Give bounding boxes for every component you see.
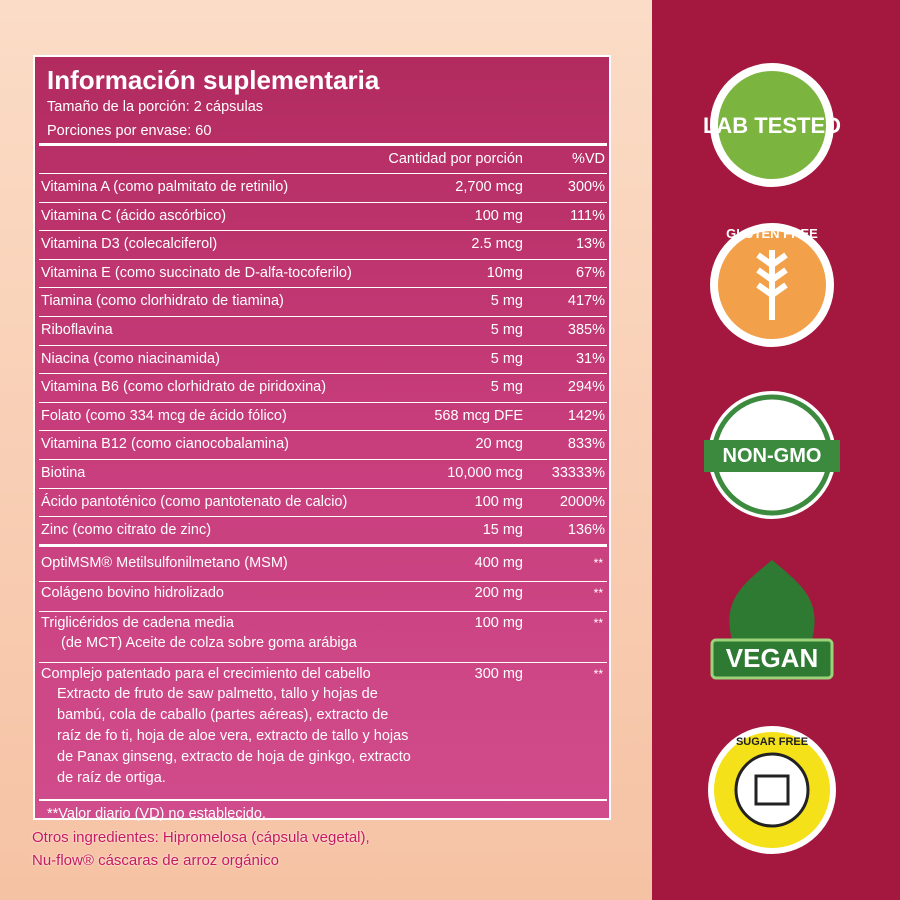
row-divider	[39, 258, 607, 260]
divider	[39, 143, 607, 146]
nutrient-name: Riboflavina	[41, 322, 113, 338]
daily-value: 300%	[567, 179, 605, 195]
title: Información suplementaria	[47, 65, 380, 95]
row-divider	[39, 459, 607, 460]
ingredient-detail: Extracto de fruto de saw palmetto, tallo…	[57, 685, 378, 702]
nutrient-name: Folato (como 334 mcg de ácido fólico)	[41, 407, 287, 424]
amount: 300 mg	[474, 665, 523, 682]
daily-value: 31%	[575, 350, 605, 367]
row-divider	[39, 580, 607, 582]
ingredient-detail: bambú, cola de caballo (partes aéreas), …	[57, 706, 389, 723]
ingredient-name: OptiMSM® Metilsulfonilmetano (MSM)	[41, 554, 288, 571]
row-divider	[39, 610, 607, 612]
ingredient-name: Complejo patentado para el crecimiento d…	[41, 665, 371, 682]
badge-label: VEGAN	[726, 643, 818, 673]
amount: 10,000 mcg	[447, 465, 523, 481]
amount: 2,700 mcg	[455, 179, 523, 195]
ingredient-detail: de raíz de ortiga.	[57, 769, 166, 786]
row-divider	[39, 173, 607, 174]
nutrient-name: Niacina (como niacinamida)	[41, 350, 220, 367]
row-divider	[39, 373, 607, 375]
gluten-badge	[710, 223, 834, 347]
nutrient-name: Biotina	[41, 465, 86, 481]
badge-label: NON-GMO	[723, 445, 822, 467]
amount: 15 mg	[482, 522, 523, 539]
daily-value: 67%	[575, 264, 605, 281]
supplement-panel: Información suplementaria Tamaño de la p…	[33, 55, 611, 822]
daily-value: 13%	[575, 236, 605, 253]
amount: 5 mg	[490, 322, 523, 338]
nutrient-name: Vitamina D3 (colecalciferol)	[41, 236, 218, 253]
ingredients-line: Nu-flow® cáscaras de arroz orgánico	[32, 852, 279, 869]
nutrient-name: Tiamina (como clorhidrato de tiamina)	[41, 293, 284, 310]
row-divider	[39, 201, 607, 203]
nutrient-name: Vitamina A (como palmitato de retinilo)	[41, 179, 289, 195]
servings: Porciones por envase: 60	[47, 123, 212, 139]
daily-value: 294%	[567, 379, 605, 396]
daily-value: 2000%	[559, 493, 605, 510]
nutrient-name: Vitamina B12 (como cianocobalamina)	[41, 436, 289, 453]
row-divider	[39, 230, 607, 232]
ingredients-line: Otros ingredientes: Hipromelosa (cápsula…	[32, 829, 370, 846]
other-ingredients: Otros ingredientes: Hipromelosa (cápsula…	[32, 826, 370, 872]
daily-value: 385%	[567, 322, 605, 338]
sugar-badge	[708, 726, 836, 854]
daily-value: 833%	[567, 436, 605, 453]
footnote: **Valor diario (VD) no establecido.	[47, 805, 266, 822]
daily-value: 142%	[567, 407, 605, 424]
badge-label: SUGAR FREE	[736, 736, 808, 748]
ingredient-name: Triglicéridos de cadena media	[41, 614, 234, 631]
nutrient-name: Vitamina C (ácido ascórbico)	[41, 207, 227, 224]
serving-size: Tamaño de la porción: 2 cápsulas	[47, 99, 264, 115]
amount: 200 mg	[474, 584, 523, 601]
daily-value: 33333%	[551, 465, 605, 481]
ingredient-detail: (de MCT) Aceite de colza sobre goma aráb…	[61, 634, 357, 651]
daily-value: 136%	[567, 522, 605, 539]
row-divider	[39, 287, 607, 289]
amount: 100 mg	[474, 493, 523, 510]
amount: 568 mcg DFE	[434, 407, 523, 424]
amount: 5 mg	[490, 350, 523, 367]
daily-value: **	[593, 666, 603, 681]
column-header: %VD	[571, 151, 605, 167]
nongmo-badge	[704, 391, 840, 519]
vegan-badge	[710, 560, 834, 680]
amount: 5 mg	[490, 293, 523, 310]
amount: 10mg	[486, 264, 523, 281]
row-divider	[39, 344, 607, 346]
amount: 100 mg	[474, 614, 523, 631]
ingredient-name: Colágeno bovino hidrolizado	[41, 584, 224, 601]
column-header: Cantidad por porción	[388, 151, 523, 167]
nutrient-name: Zinc (como citrato de zinc)	[41, 522, 212, 539]
badges: LAB TESTED GLUTEN FREE NON-GMO VEGAN SUGAR F…	[703, 63, 841, 854]
daily-value: **	[593, 615, 603, 630]
ingredient-detail: raíz de fo ti, hoja de aloe vera, extrac…	[57, 727, 409, 744]
daily-value: 111%	[570, 207, 605, 224]
row-divider	[39, 487, 607, 489]
daily-value: 417%	[567, 293, 605, 310]
daily-value: **	[593, 555, 603, 570]
row-divider	[39, 316, 607, 317]
ingredient-detail: de Panax ginseng, extracto de hoja de gi…	[57, 748, 411, 765]
amount: 5 mg	[490, 379, 523, 396]
row-divider	[39, 430, 607, 432]
nutrient-name: Vitamina E (como succinato de D-alfa-toc…	[41, 264, 352, 281]
row-divider	[39, 516, 607, 518]
amount: 400 mg	[474, 554, 523, 571]
nutrient-name: Ácido pantoténico (como pantotenato de c…	[41, 493, 348, 510]
amount: 20 mcg	[475, 436, 523, 453]
lab-badge	[710, 63, 834, 187]
amount: 2.5 mcg	[471, 236, 523, 253]
nutrient-name: Vitamina B6 (como clorhidrato de piridox…	[41, 379, 327, 396]
daily-value: **	[593, 585, 603, 600]
badge-label: LAB TESTED	[703, 113, 841, 138]
divider	[39, 798, 607, 801]
row-divider	[39, 661, 607, 663]
badge-label: GLUTEN FREE	[726, 226, 818, 241]
amount: 100 mg	[474, 207, 523, 224]
divider	[39, 543, 607, 547]
row-divider	[39, 401, 607, 403]
